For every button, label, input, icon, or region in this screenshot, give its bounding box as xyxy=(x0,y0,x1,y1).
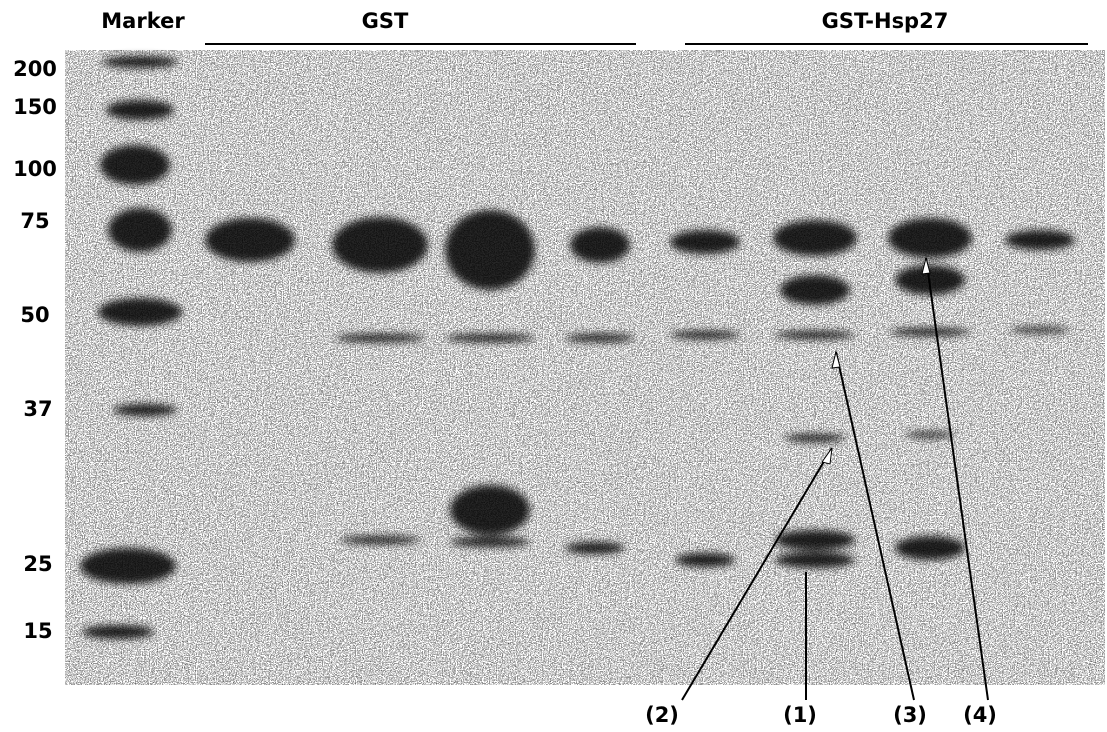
marker-header: Marker xyxy=(101,9,185,33)
marker-label: 200 xyxy=(13,57,57,81)
annotation-label: (2) xyxy=(645,703,679,727)
marker-label: 25 xyxy=(23,552,52,576)
marker-label: 75 xyxy=(20,209,49,233)
gst-header: GST xyxy=(362,9,409,33)
annotation-label: (3) xyxy=(893,703,927,727)
arrow-head xyxy=(921,256,931,275)
marker-label: 100 xyxy=(13,157,57,181)
pointer-lines xyxy=(681,257,989,701)
marker-label: 15 xyxy=(23,619,52,643)
arrow-head xyxy=(821,447,833,465)
marker-label: 37 xyxy=(23,397,52,421)
gst-hsp27-header: GST-Hsp27 xyxy=(822,9,949,33)
marker-label: 150 xyxy=(13,95,57,119)
gel xyxy=(65,50,1105,685)
annotation-label: (1) xyxy=(783,703,817,727)
annotation-label: (4) xyxy=(963,703,997,727)
marker-label: 50 xyxy=(20,303,49,327)
arrow-head xyxy=(831,350,841,369)
